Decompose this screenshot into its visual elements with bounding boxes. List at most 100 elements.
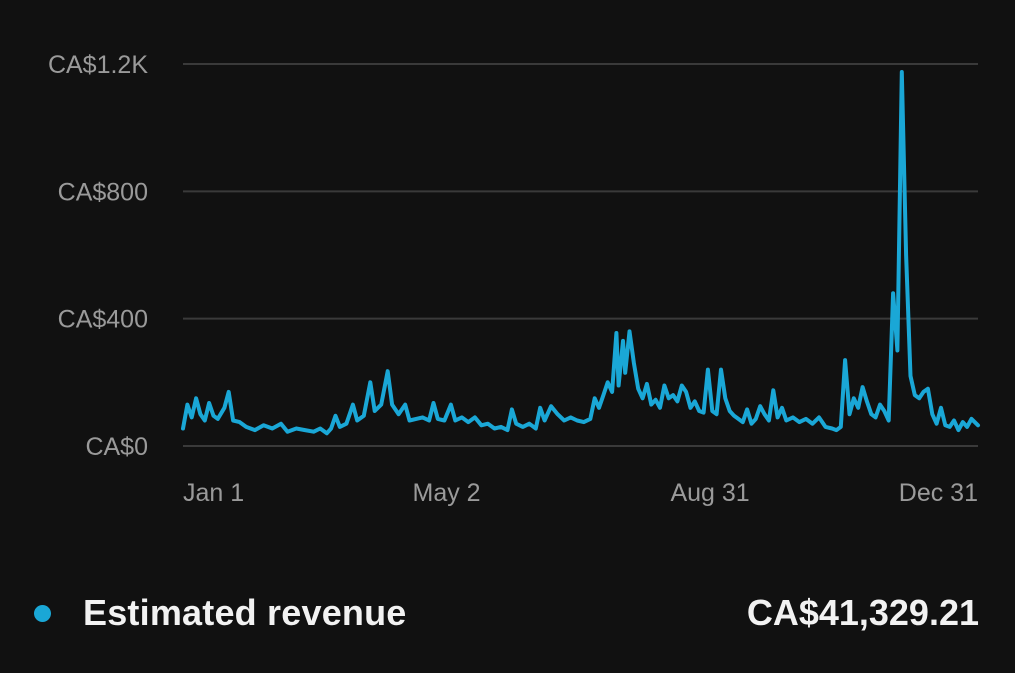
data-point [627, 329, 632, 333]
data-point [961, 420, 965, 424]
data-point [939, 406, 943, 410]
data-point [804, 417, 808, 421]
data-point [403, 403, 407, 407]
data-point [473, 415, 477, 419]
data-point [921, 390, 926, 394]
data-point [318, 426, 322, 431]
data-point [965, 425, 969, 429]
data-point [527, 422, 531, 426]
data-point [479, 423, 483, 427]
data-point [658, 406, 662, 410]
data-point [368, 380, 372, 384]
data-point [312, 430, 316, 434]
data-point [421, 415, 425, 419]
data-point [882, 409, 886, 413]
data-point [834, 428, 839, 432]
data-point [453, 418, 457, 423]
legend: Estimated revenue CA$41,329.21 [34, 588, 979, 638]
data-point [466, 420, 470, 424]
data-point [767, 418, 771, 423]
data-point [715, 412, 719, 416]
data-point [917, 396, 921, 400]
x-tick-label: Dec 31 [899, 479, 978, 507]
data-point [379, 403, 383, 407]
data-point [754, 417, 758, 421]
data-point [745, 407, 749, 411]
data-point [791, 415, 795, 419]
data-point [262, 423, 266, 427]
data-point [185, 403, 189, 407]
data-point [632, 361, 636, 365]
data-point [556, 412, 560, 416]
data-point [908, 374, 913, 378]
data-point [749, 422, 754, 426]
data-point [238, 420, 242, 424]
data-point [486, 422, 490, 426]
data-point [771, 388, 775, 392]
y-tick-label: CA$800 [58, 178, 148, 206]
data-point [645, 382, 649, 386]
x-tick-label: May 2 [413, 479, 481, 507]
data-point [776, 415, 780, 419]
data-point [211, 414, 216, 418]
data-point [697, 409, 701, 413]
data-point [843, 358, 847, 362]
data-point [878, 403, 882, 407]
data-point [810, 422, 815, 426]
data-point [207, 401, 211, 405]
data-point [680, 383, 684, 388]
y-tick-label: CA$1.2K [48, 51, 148, 79]
data-point [702, 411, 706, 415]
data-point [891, 291, 895, 295]
data-point [492, 426, 497, 431]
data-point [706, 368, 710, 372]
data-point [617, 383, 621, 388]
data-point [606, 380, 610, 384]
data-point [270, 426, 274, 431]
data-point [623, 371, 627, 375]
data-point [510, 407, 514, 411]
data-point [935, 422, 939, 426]
data-point [904, 253, 908, 257]
data-point [671, 393, 675, 397]
gridlines [183, 63, 978, 447]
legend-series-label: Estimated revenue [83, 592, 407, 633]
data-point [575, 418, 579, 423]
data-point [436, 417, 440, 421]
data-point [641, 396, 645, 400]
data-point [823, 425, 828, 429]
data-point [741, 420, 745, 424]
data-point [593, 396, 597, 400]
data-point [333, 414, 338, 418]
data-point [861, 385, 865, 389]
data-point [279, 422, 283, 426]
data-point [784, 418, 788, 423]
data-point [244, 425, 248, 429]
data-point [216, 417, 220, 421]
data-point [569, 415, 573, 419]
series-line-0 [181, 70, 980, 436]
legend-dot-icon [34, 604, 51, 622]
data-point [736, 417, 741, 421]
data-point [887, 418, 891, 423]
y-axis-ticks: CA$0 CA$400 CA$800 CA$1.2K [48, 51, 148, 461]
data-point [817, 415, 821, 419]
data-point [460, 415, 464, 419]
data-point [414, 417, 418, 421]
revenue-line-chart: CA$0 CA$400 CA$800 CA$1.2K Jan 1 May 2 Aug 31… [48, 51, 980, 507]
data-point [684, 390, 688, 394]
data-point [732, 414, 736, 418]
data-point [710, 409, 714, 413]
data-point [294, 426, 298, 431]
data-point [338, 425, 342, 429]
x-tick-label: Aug 31 [670, 479, 749, 507]
data-point [969, 417, 974, 421]
data-point [662, 383, 667, 388]
data-point [913, 393, 917, 397]
data-point [614, 331, 619, 335]
x-axis-ticks: Jan 1 May 2 Aug 31 Dec 31 [183, 479, 978, 507]
data-point [688, 406, 693, 410]
data-point [181, 426, 185, 431]
data-point [930, 412, 934, 416]
data-point [222, 406, 226, 410]
